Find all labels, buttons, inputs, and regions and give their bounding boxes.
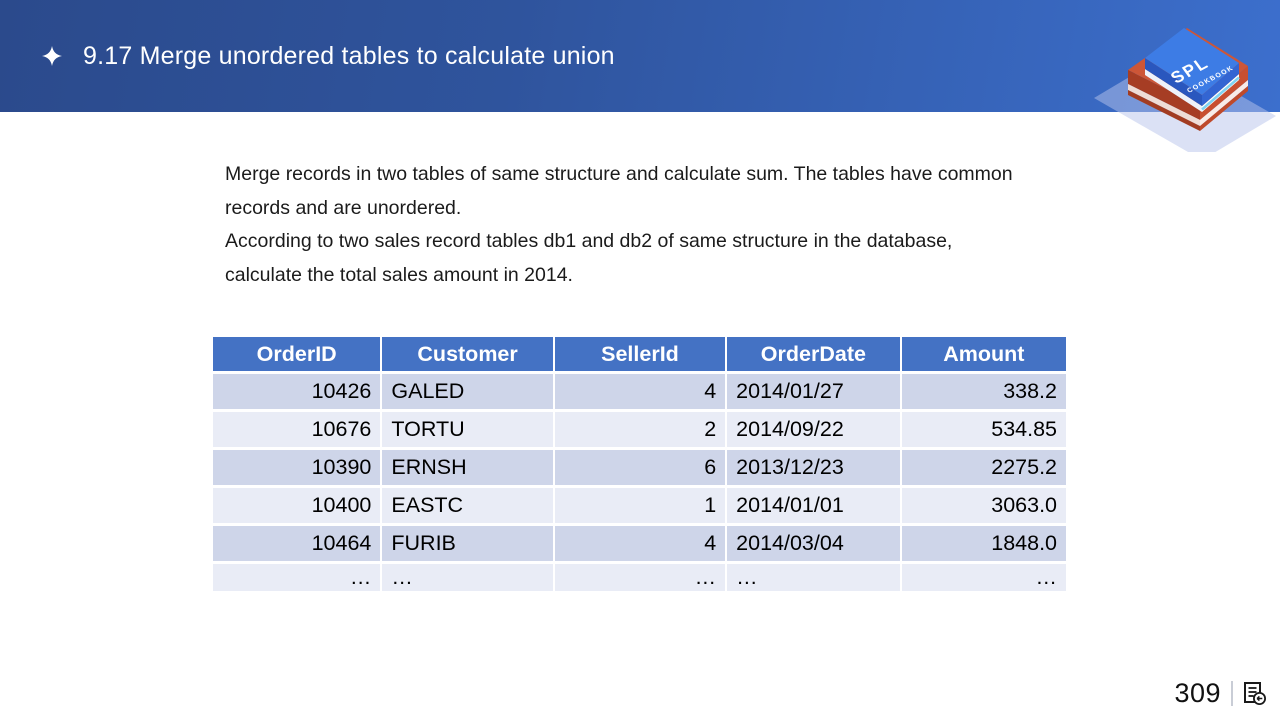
- table-cell: 3063.0: [901, 488, 1066, 523]
- table-cell: 4: [554, 526, 726, 561]
- body-text-line: According to two sales record tables db1…: [225, 230, 953, 252]
- table-cell: 6: [554, 450, 726, 485]
- table-cell: FURIB: [382, 526, 553, 561]
- column-header: SellerId: [554, 337, 726, 371]
- table-cell: 2014/03/04: [727, 526, 900, 561]
- slide-header: 9.17 Merge unordered tables to calculate…: [0, 0, 1280, 112]
- table-cell: 534.85: [901, 412, 1066, 447]
- table-cell: 2013/12/23: [727, 450, 900, 485]
- table-cell: 2: [554, 412, 726, 447]
- table-cell: 10464: [213, 526, 381, 561]
- column-header: Customer: [382, 337, 553, 371]
- table-row: ……………: [213, 564, 1066, 591]
- page-number: 309: [1174, 678, 1221, 708]
- footer-divider: [1231, 681, 1233, 706]
- table-cell: 10400: [213, 488, 381, 523]
- table-cell: …: [382, 564, 553, 591]
- table-body: 10426 GALED 4 2014/01/27 338.2 10676 TORTU 2 201…: [213, 374, 1066, 591]
- table-row: 10390 ERNSH 6 2013/12/23 2275.2: [213, 450, 1066, 485]
- four-pointed-star-icon: [42, 46, 62, 66]
- table-cell: GALED: [382, 374, 553, 409]
- table-cell: …: [901, 564, 1066, 591]
- column-header: OrderDate: [727, 337, 900, 371]
- description-paragraph: Merge records in two tables of same stru…: [225, 158, 1085, 292]
- table-cell: ERNSH: [382, 450, 553, 485]
- page-title: 9.17 Merge unordered tables to calculate…: [83, 41, 615, 70]
- table-cell: 10390: [213, 450, 381, 485]
- table-cell: 338.2: [901, 374, 1066, 409]
- column-header: Amount: [901, 337, 1066, 371]
- table-header-row: OrderID Customer SellerId OrderDate Amount: [213, 337, 1066, 371]
- table-row: 10400 EASTC 1 2014/01/01 3063.0: [213, 488, 1066, 523]
- table-cell: 10426: [213, 374, 381, 409]
- table-cell: …: [727, 564, 900, 591]
- table-cell: 4: [554, 374, 726, 409]
- table-cell: 2014/01/27: [727, 374, 900, 409]
- sales-table: OrderID Customer SellerId OrderDate Amount 1…: [211, 334, 1068, 594]
- blue-book: SPL COOKBOOK: [1145, 28, 1240, 112]
- body-text-line: Merge records in two tables of same stru…: [225, 163, 1013, 185]
- spl-cookbook-books-logo: SPL COOKBOOK: [1094, 28, 1276, 152]
- body-text-line: calculate the total sales amount in 2014…: [225, 263, 573, 286]
- slide-footer: 309: [1174, 678, 1268, 709]
- body-text-line: records and are unordered.: [225, 196, 462, 219]
- column-header: OrderID: [213, 337, 381, 371]
- table-cell: 10676: [213, 412, 381, 447]
- table-cell: 1: [554, 488, 726, 523]
- table-cell: TORTU: [382, 412, 553, 447]
- table-row: 10426 GALED 4 2014/01/27 338.2: [213, 374, 1066, 409]
- table-cell: …: [213, 564, 381, 591]
- return-to-contents-icon[interactable]: [1241, 680, 1268, 707]
- table-cell: 2014/01/01: [727, 488, 900, 523]
- table-cell: 1848.0: [901, 526, 1066, 561]
- table-row: 10464 FURIB 4 2014/03/04 1848.0: [213, 526, 1066, 561]
- table-cell: EASTC: [382, 488, 553, 523]
- table-cell: 2275.2: [901, 450, 1066, 485]
- table-row: 10676 TORTU 2 2014/09/22 534.85: [213, 412, 1066, 447]
- table-cell: …: [554, 564, 726, 591]
- table-cell: 2014/09/22: [727, 412, 900, 447]
